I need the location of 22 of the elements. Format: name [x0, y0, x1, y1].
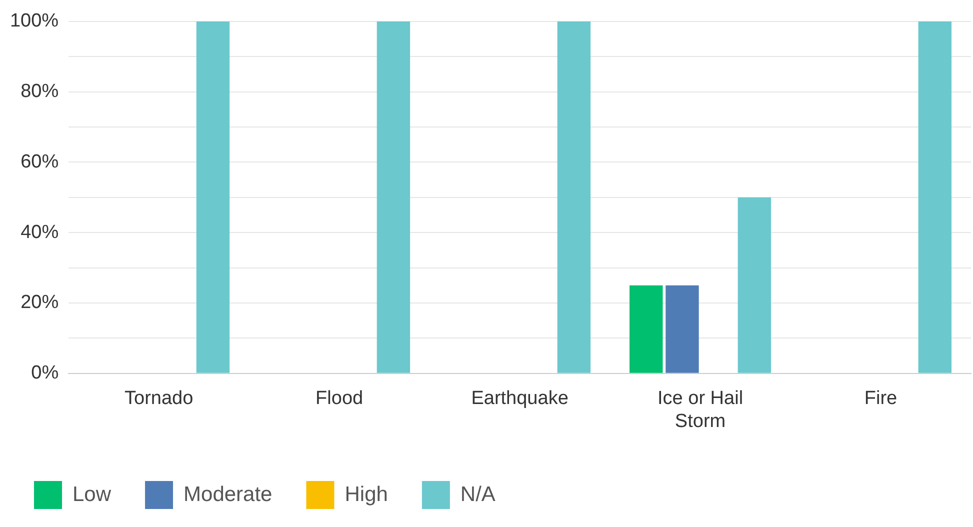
bar	[666, 285, 699, 373]
bar	[376, 21, 410, 373]
y-tick-label: 0%	[31, 362, 59, 384]
bar	[630, 285, 663, 373]
legend-label: High	[344, 482, 388, 506]
y-tick-label: 80%	[20, 81, 59, 102]
y-tick-label: 40%	[20, 222, 59, 243]
x-tick-label: Tornado	[124, 388, 194, 410]
legend-label: N/A	[460, 482, 496, 506]
y-tick-label: 20%	[20, 292, 59, 314]
legend-label: Moderate	[184, 482, 272, 506]
x-tick-label: Earthquake	[471, 388, 568, 410]
bar	[196, 21, 230, 373]
y-tick-label: 100%	[10, 10, 59, 32]
y-tick-label: 60%	[20, 151, 59, 172]
x-tick-label: Fire	[864, 388, 898, 410]
x-tick-label: Ice or Hail Storm	[658, 388, 744, 432]
bar	[738, 197, 772, 373]
bar	[918, 21, 952, 373]
bar	[557, 21, 591, 373]
legend-label: Low	[72, 482, 112, 506]
x-tick-label: Flood	[316, 388, 364, 410]
